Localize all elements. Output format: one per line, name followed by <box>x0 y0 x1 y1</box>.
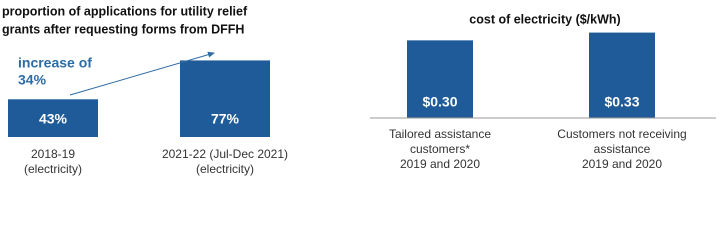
bar <box>180 60 270 137</box>
annotation: increase of <box>18 55 92 71</box>
category-label: 2021-22 (Jul-Dec 2021) <box>162 147 288 161</box>
value-label: $0.33 <box>604 94 639 110</box>
category-label: 2019 and 2020 <box>400 157 480 171</box>
category-label: Tailored assistance <box>389 127 491 141</box>
page: proportion of applications for utility r… <box>2 4 716 176</box>
value-label: 43% <box>39 111 68 127</box>
category-label: 2019 and 2020 <box>582 157 662 171</box>
category-label: assistance <box>594 142 651 156</box>
category-label: Customers not receiving <box>557 127 686 141</box>
annotation: 34% <box>18 72 47 88</box>
bar <box>589 32 655 118</box>
value-label: 77% <box>211 111 240 127</box>
value-label: $0.30 <box>422 94 457 110</box>
bar <box>407 40 473 119</box>
chart-title: proportion of applications for utility r… <box>2 4 248 18</box>
category-label: (electricity) <box>196 162 254 176</box>
category-label: customers* <box>410 142 470 156</box>
category-label: (electricity) <box>24 162 82 176</box>
category-label: 2018-19 <box>31 147 75 161</box>
annotation-arrow <box>69 51 215 96</box>
bar <box>8 99 98 137</box>
chart-title: cost of electricity ($/kWh) <box>469 12 620 26</box>
chart-title: grants after requesting forms from DFFH <box>2 22 244 36</box>
